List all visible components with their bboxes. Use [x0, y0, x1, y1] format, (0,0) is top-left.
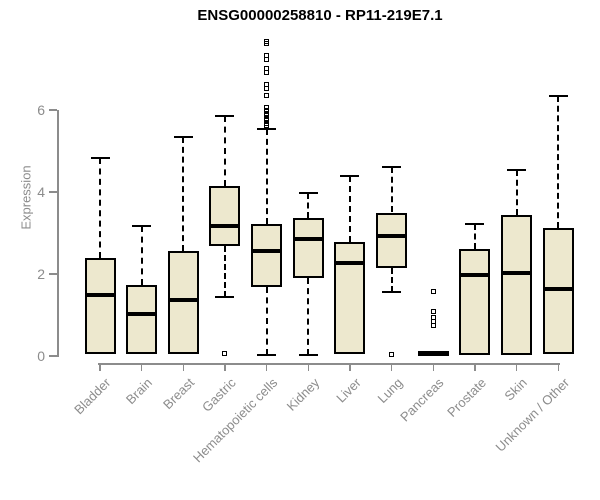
- chart-title: ENSG00000258810 - RP11-219E7.1: [197, 7, 443, 24]
- x-tick-label-prostate: Prostate: [443, 375, 489, 420]
- x-tick-label-skin: Skin: [501, 375, 531, 404]
- whisker-upper-unknown-other: [557, 95, 560, 228]
- outlier-point-hematopoietic-cells: [264, 82, 270, 88]
- x-tick-label-lung: Lung: [374, 375, 406, 407]
- outlier-point-hematopoietic-cells: [264, 38, 270, 44]
- outlier-point-hematopoietic-cells: [264, 105, 270, 111]
- median-pancreas: [418, 351, 449, 356]
- x-tick: [265, 363, 268, 371]
- x-tick-label-bladder: Bladder: [71, 375, 114, 418]
- x-tick: [99, 363, 101, 371]
- whisker-lower-gastric: [223, 246, 226, 297]
- y-tick: [49, 109, 57, 111]
- x-tick: [140, 363, 143, 371]
- whisker-upper-cap-breast: [173, 136, 193, 139]
- box-hematopoietic-cells: [251, 223, 282, 287]
- outlier-point-hematopoietic-cells: [264, 93, 270, 99]
- x-tick: [515, 363, 518, 371]
- whisker-upper-cap-hematopoietic-cells: [257, 127, 277, 130]
- whisker-upper-cap-prostate: [465, 222, 485, 225]
- x-tick: [474, 363, 476, 371]
- whisker-upper-cap-unknown-other: [548, 94, 568, 97]
- whisker-upper-kidney: [307, 192, 310, 218]
- outlier-point-pancreas: [430, 289, 436, 295]
- outlier-point-gastric: [222, 351, 228, 357]
- whisker-upper-cap-kidney: [298, 191, 318, 194]
- x-tick-label-pancreas: Pancreas: [397, 375, 447, 425]
- y-tick: [49, 273, 57, 275]
- y-tick-label: 2: [37, 266, 45, 282]
- box-prostate: [459, 249, 490, 355]
- whisker-upper-bladder: [99, 158, 101, 258]
- whisker-lower-cap-lung: [382, 290, 402, 293]
- whisker-upper-lung: [390, 167, 393, 213]
- outlier-point-hematopoietic-cells: [264, 108, 270, 114]
- whisker-lower-cap-gastric: [215, 295, 235, 298]
- box-bladder: [85, 257, 116, 354]
- median-bladder: [85, 292, 116, 297]
- y-axis-line: [57, 110, 59, 357]
- box-liver: [334, 241, 365, 354]
- y-tick: [49, 355, 57, 357]
- x-tick-label-liver: Liver: [333, 375, 364, 406]
- box-gastric: [209, 185, 240, 247]
- whisker-upper-prostate: [473, 223, 476, 250]
- x-tick: [307, 363, 310, 371]
- median-prostate: [459, 273, 490, 278]
- whisker-upper-brain: [140, 225, 143, 286]
- x-tick: [557, 363, 559, 371]
- x-axis-line: [98, 363, 561, 365]
- whisker-upper-cap-gastric: [215, 115, 235, 118]
- y-tick-label: 4: [37, 184, 45, 200]
- box-kidney: [293, 217, 324, 279]
- whisker-lower-hematopoietic-cells: [265, 286, 268, 356]
- x-tick: [432, 363, 435, 371]
- box-skin: [501, 214, 532, 355]
- x-tick-label-brain: Brain: [123, 375, 156, 408]
- whisker-lower-cap-hematopoietic-cells: [257, 354, 277, 357]
- whisker-upper-gastric: [223, 116, 226, 186]
- whisker-upper-cap-liver: [340, 175, 360, 178]
- median-breast: [168, 298, 199, 303]
- outlier-point-hematopoietic-cells: [264, 65, 270, 71]
- outlier-point-pancreas: [430, 314, 436, 320]
- whisker-upper-breast: [182, 137, 185, 252]
- median-lung: [376, 233, 407, 238]
- x-tick-label-gastric: Gastric: [198, 375, 239, 415]
- median-gastric: [209, 224, 240, 229]
- box-lung: [376, 212, 407, 269]
- whisker-upper-hematopoietic-cells: [265, 128, 268, 224]
- median-liver: [334, 261, 365, 266]
- median-kidney: [293, 237, 324, 242]
- median-skin: [501, 270, 532, 275]
- whisker-upper-cap-lung: [382, 166, 402, 169]
- outlier-point-pancreas: [430, 309, 436, 315]
- x-tick: [224, 363, 226, 371]
- median-brain: [126, 312, 157, 317]
- x-tick: [182, 363, 185, 371]
- x-tick-label-kidney: Kidney: [283, 375, 322, 414]
- whisker-upper-cap-skin: [507, 168, 527, 171]
- whisker-lower-kidney: [307, 278, 310, 356]
- y-tick: [49, 191, 57, 193]
- box-breast: [168, 251, 199, 354]
- whisker-lower-lung: [390, 268, 393, 292]
- whisker-upper-liver: [348, 176, 351, 242]
- whisker-upper-skin: [515, 169, 518, 215]
- median-unknown-other: [543, 287, 574, 292]
- outlier-point-hematopoietic-cells: [264, 53, 270, 59]
- whisker-upper-cap-bladder: [90, 157, 110, 160]
- x-tick-label-breast: Breast: [159, 375, 197, 413]
- box-brain: [126, 285, 157, 354]
- outlier-point-lung: [389, 352, 395, 358]
- x-tick: [349, 363, 351, 371]
- y-tick-label: 6: [37, 102, 45, 118]
- y-tick-label: 0: [37, 348, 45, 364]
- whisker-upper-cap-brain: [132, 224, 152, 227]
- whisker-lower-cap-kidney: [298, 354, 318, 357]
- x-tick-label-unknown-other: Unknown / Other: [492, 375, 572, 455]
- x-tick: [390, 363, 393, 371]
- median-hematopoietic-cells: [251, 249, 282, 254]
